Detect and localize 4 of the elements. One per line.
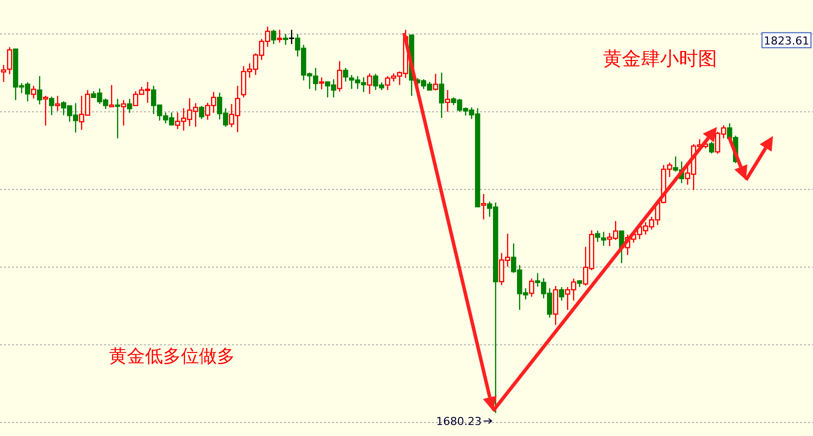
- price-label: 1823.61: [762, 32, 812, 48]
- text: 黄金肆小时图: [603, 48, 717, 70]
- text: 1680.23: [436, 415, 482, 428]
- annotation: 黄金低多位做多: [109, 346, 235, 367]
